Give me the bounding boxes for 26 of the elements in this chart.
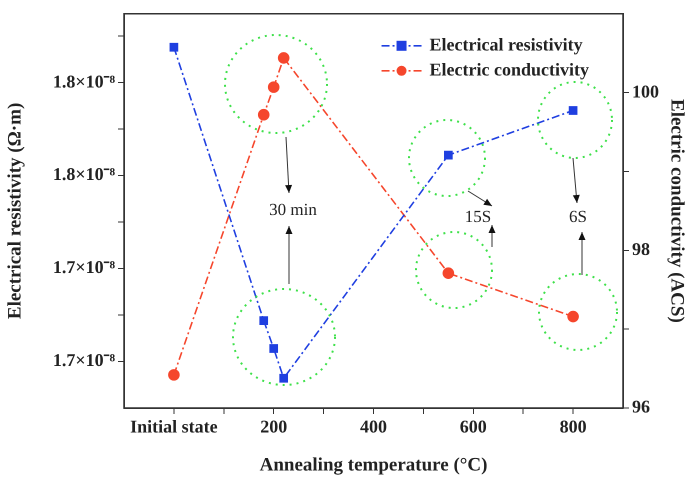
point	[442, 267, 454, 279]
annotation: 15S	[464, 207, 492, 227]
x-tick-label: Initial state	[130, 416, 218, 436]
y-tick-label: 1.8×10⁻⁸	[52, 164, 116, 184]
y2-tick-label: 96	[632, 396, 650, 417]
y2-axis-title: Electric conductivity (ACS)	[666, 99, 688, 323]
y2-tick-label: 98	[632, 238, 650, 259]
legend-label: Electrical resistivity	[430, 34, 583, 54]
point	[278, 52, 290, 64]
y-tick-label: 1.8×10⁻⁸	[52, 71, 116, 92]
point	[567, 310, 579, 322]
y-axis-title: Electrical resistivity (Ω·m)	[4, 102, 26, 320]
y-tick-label: 1.7×10⁻⁸	[52, 257, 116, 278]
x-tick-label: 600	[460, 416, 487, 436]
x-tick-label: 400	[360, 416, 387, 436]
legend-label: Electric conductivity	[430, 59, 590, 80]
y2-tick-label: 100	[632, 81, 659, 102]
x-axis-title: Annealing temperature (°C)	[260, 454, 488, 476]
x-tick-label: 800	[560, 416, 587, 436]
x-tick-label: 200	[260, 416, 288, 436]
point	[258, 108, 270, 121]
annotation: 30 min	[269, 200, 317, 220]
annotation: 6S	[569, 207, 587, 227]
point	[168, 369, 180, 381]
point	[268, 81, 280, 93]
y-tick-label: 1.7×10⁻⁸	[52, 350, 116, 370]
